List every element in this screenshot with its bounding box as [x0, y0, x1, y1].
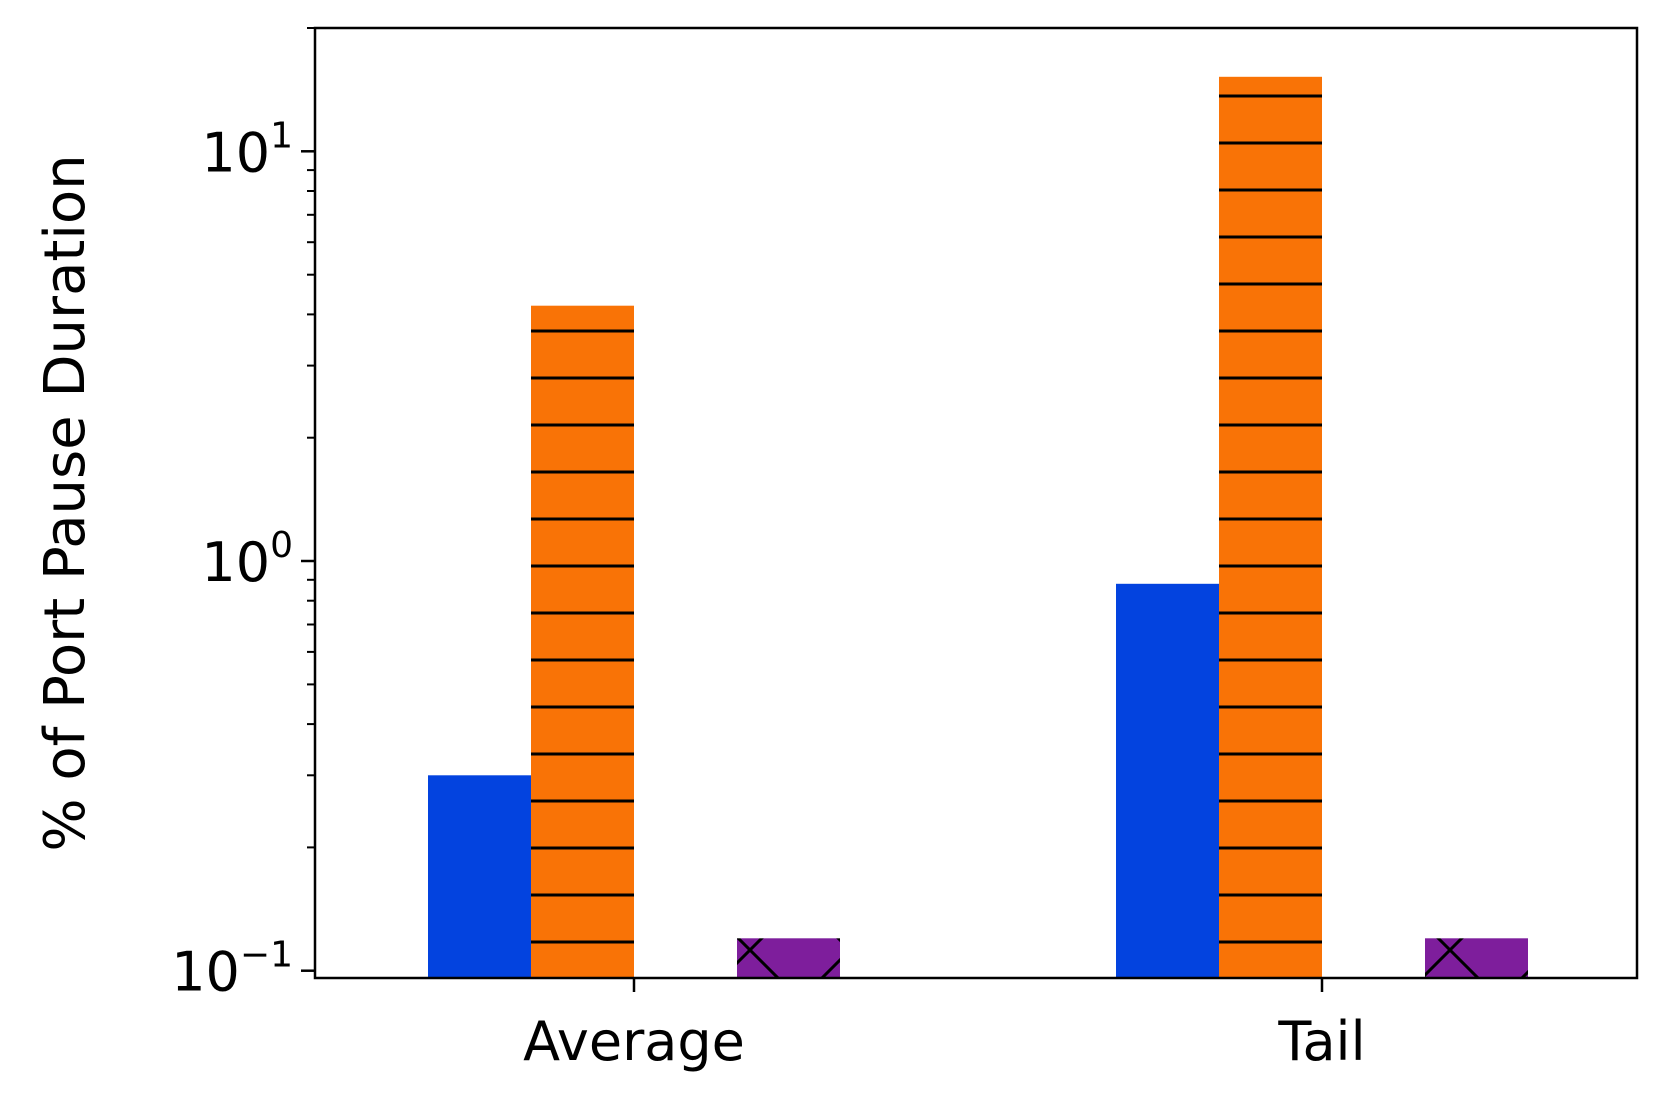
bar-tail-4 [1425, 938, 1528, 978]
y-axis-label: % of Port Pause Duration [33, 154, 98, 851]
y-tick-label: 100 [201, 525, 293, 594]
bar-tail-2 [1219, 76, 1322, 979]
plot-frame [313, 26, 1639, 980]
y-tick-label: 101 [201, 115, 293, 184]
x-tick-label: Average [523, 1010, 745, 1073]
bar-average-2 [531, 305, 634, 978]
y-tick-label: 10−1 [171, 935, 293, 1004]
bar-average-4 [737, 938, 840, 978]
bar-average-1 [428, 775, 531, 978]
axis-ticks-group: Average Tail 10−1 100 101 [171, 27, 1366, 1073]
bar-tail-1 [1116, 583, 1219, 978]
bars-group [428, 76, 1528, 979]
x-tick-label: Tail [1277, 1010, 1365, 1073]
